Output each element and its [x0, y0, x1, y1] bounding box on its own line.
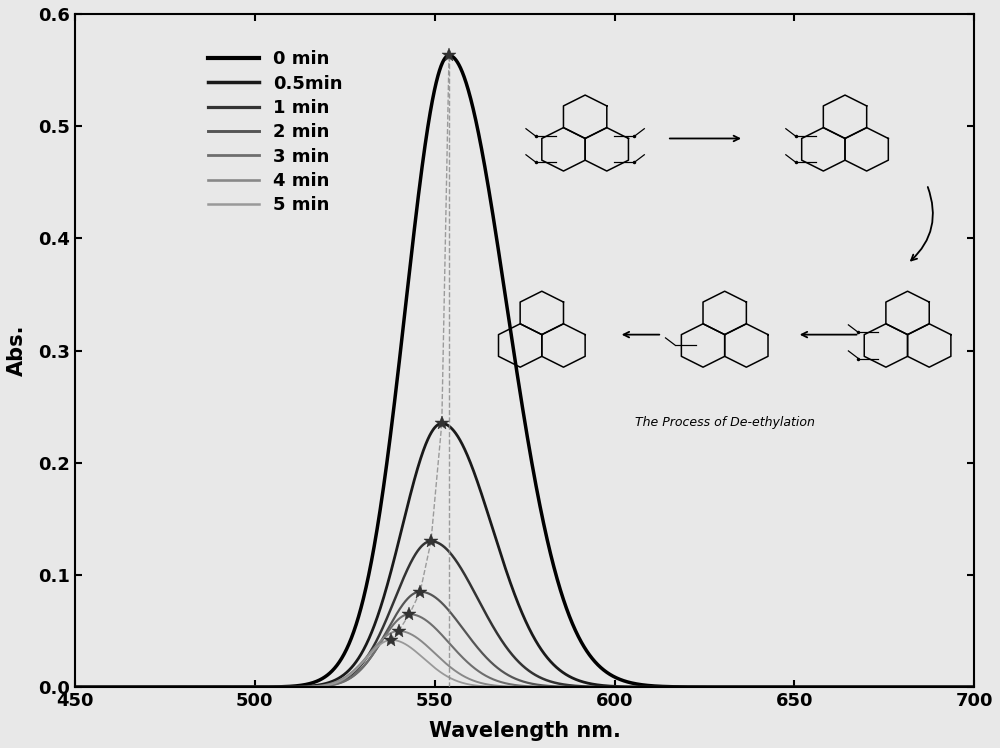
X-axis label: Wavelength nm.: Wavelength nm.	[429, 721, 620, 741]
Legend: 0 min, 0.5min, 1 min, 2 min, 3 min, 4 min, 5 min: 0 min, 0.5min, 1 min, 2 min, 3 min, 4 mi…	[201, 43, 350, 221]
Y-axis label: Abs.: Abs.	[7, 325, 27, 376]
